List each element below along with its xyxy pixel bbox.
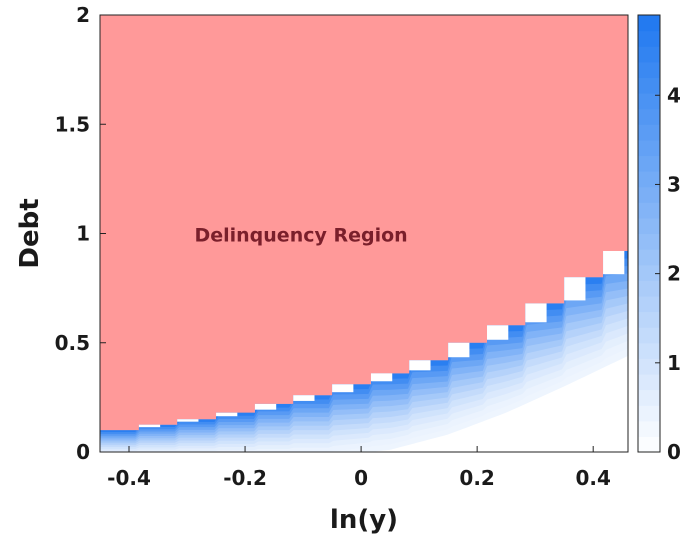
colorbar-segment	[638, 233, 660, 250]
colorbar-segment	[638, 108, 660, 125]
colorbar-segment	[638, 295, 660, 313]
colorbar-segment	[638, 124, 660, 141]
boundary-step-13	[603, 250, 625, 275]
colorbar-tick-label: 3	[667, 172, 681, 196]
boundary-step-2	[177, 419, 199, 422]
colorbar-segment	[638, 311, 660, 328]
annotation-delinquency-region: Delinquency Region	[194, 225, 407, 247]
colorbar-segment	[638, 217, 660, 235]
x-tick-label: -0.4	[107, 466, 151, 490]
boundary-step-4	[254, 403, 277, 410]
colorbar-tick-label: 1	[667, 351, 681, 375]
boundary-step-12	[564, 277, 586, 301]
boundary-step-1	[138, 424, 161, 428]
value-band-2	[100, 250, 628, 452]
y-tick-label: 2	[76, 3, 90, 27]
x-tick-label: 0.4	[575, 466, 610, 490]
colorbar-segment	[638, 155, 660, 172]
colorbar-segment	[638, 373, 660, 391]
value-band-11	[100, 250, 628, 436]
x-tick-label: -0.2	[223, 466, 267, 490]
axes: -0.4 -0.2 0 0.2 0.4 0 0.5 1 1.5 2 ln(y) Debt	[15, 3, 629, 535]
colorbar-segment	[638, 420, 660, 437]
x-tick-label: 0.2	[459, 466, 494, 490]
boundary-step-3	[216, 412, 238, 417]
colorbar-segment	[638, 327, 660, 344]
y-tick-label: 0	[76, 440, 90, 464]
colorbar-segment	[638, 342, 660, 359]
colorbar: 0 1 2 3 4	[637, 14, 681, 464]
boundary-step-9	[448, 342, 470, 358]
colorbar-tick-label: 2	[667, 262, 681, 286]
colorbar-segment	[638, 77, 660, 94]
colorbar-segment	[638, 139, 660, 157]
boundary-step-6	[332, 384, 354, 393]
boundary-step-5	[293, 395, 315, 401]
y-tick-label: 1	[76, 222, 90, 246]
colorbar-segment	[638, 405, 660, 422]
plot-area: Delinquency Region	[100, 15, 628, 452]
colorbar-segment	[638, 61, 660, 79]
colorbar-segment	[638, 15, 660, 32]
colorbar-tick-label: 4	[667, 83, 681, 107]
delinquency-region	[100, 15, 628, 431]
boundary-step-10	[487, 325, 509, 340]
x-tick-label: 0	[354, 466, 368, 490]
colorbar-tick-label: 0	[667, 440, 681, 464]
colorbar-segment	[638, 46, 660, 63]
colorbar-segment	[638, 358, 660, 375]
colorbar-segment	[638, 280, 660, 297]
boundary-step-7	[370, 373, 393, 382]
colorbar-segment	[638, 93, 660, 110]
colorbar-segment	[638, 264, 660, 281]
colorbar-segment	[638, 249, 660, 266]
y-axis-label: Debt	[15, 198, 45, 268]
colorbar-segment	[638, 202, 660, 219]
colorbar-segment	[638, 389, 660, 406]
colorbar-segment	[638, 186, 660, 203]
y-tick-label: 1.5	[55, 112, 90, 136]
y-tick-label: 0.5	[55, 331, 90, 355]
colorbar-segment	[638, 30, 660, 47]
value-band-10	[100, 250, 628, 438]
boundary-step-8	[409, 360, 431, 371]
boundary-step-11	[525, 303, 547, 323]
colorbar-frame	[637, 14, 661, 453]
colorbar-segment	[638, 171, 660, 188]
colorbar-segment	[638, 436, 660, 453]
x-axis-label: ln(y)	[330, 505, 398, 535]
